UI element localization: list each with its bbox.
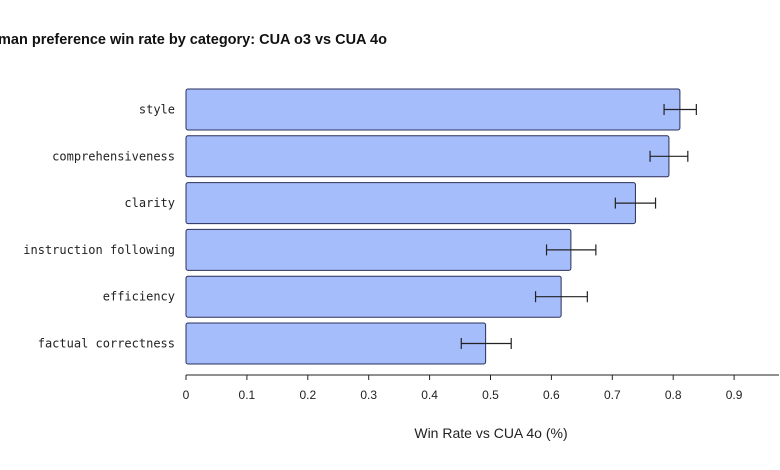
x-axis-label: Win Rate vs CUA 4o (%) (414, 425, 567, 441)
x-tick-label-4: 0.4 (421, 388, 438, 402)
category-label-3: instruction following (23, 243, 175, 257)
error-bars (460, 104, 697, 349)
bar-1 (185, 135, 670, 178)
x-tick-label-0: 0 (183, 388, 190, 402)
x-tick-label-3: 0.3 (360, 388, 377, 402)
x-axis: 0 0.1 0.2 0.3 0.4 0.5 0.6 0.7 0.8 0.9 (183, 374, 779, 402)
bar-2 (185, 182, 636, 225)
x-tick-label-5: 0.5 (482, 388, 499, 402)
category-label-5: factual correctness (38, 337, 175, 351)
category-label-0: style (139, 103, 175, 117)
category-label-4: efficiency (103, 290, 175, 304)
category-label-2: clarity (124, 196, 175, 210)
x-tick-label-7: 0.7 (604, 388, 621, 402)
error-bar-3 (545, 244, 597, 256)
x-tick-label-9: 0.9 (726, 388, 743, 402)
error-bar-1 (649, 150, 689, 162)
error-bar-5 (460, 338, 512, 349)
category-labels: style comprehensiveness clarity instruction… (23, 103, 175, 351)
bar-0 (185, 88, 681, 131)
x-tick-label-2: 0.2 (299, 388, 316, 402)
error-bar-2 (614, 197, 657, 209)
x-tick-label-6: 0.6 (543, 388, 560, 402)
bar-5 (185, 322, 487, 365)
bar-4 (185, 275, 562, 318)
category-label-1: comprehensiveness (52, 149, 175, 163)
x-tick-label-8: 0.8 (665, 388, 682, 402)
bar-3 (185, 228, 572, 271)
error-bar-4 (534, 291, 588, 303)
chart-title: man preference win rate by category: CUA… (0, 32, 387, 48)
error-bar-0 (663, 104, 697, 115)
x-tick-label-1: 0.1 (239, 388, 256, 402)
bars-group (185, 88, 681, 365)
